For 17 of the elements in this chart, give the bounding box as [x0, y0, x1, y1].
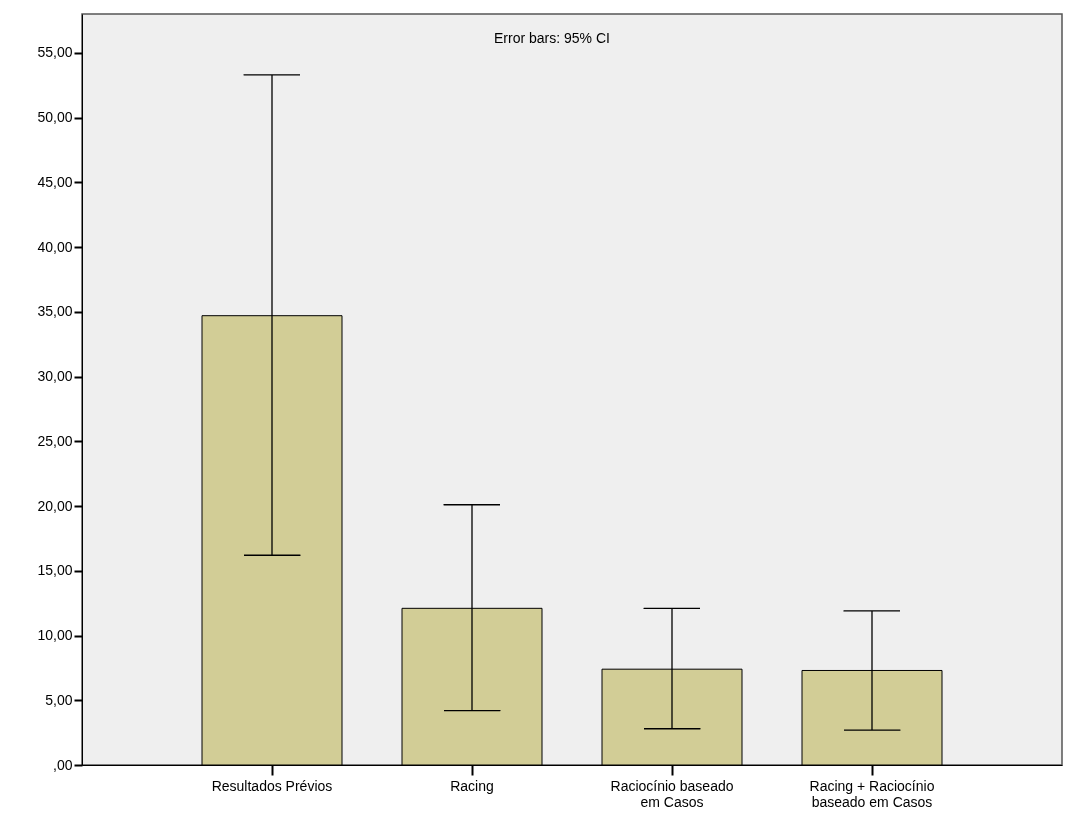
x-tick-label: Raciocínio baseado em Casos	[610, 777, 734, 810]
x-tick-label: Resultados Prévios	[211, 777, 333, 794]
annotation: Error bars: 95% CI	[494, 30, 610, 46]
y-tick-label: 5,00	[45, 691, 73, 708]
y-tick-label: 40,00	[37, 238, 73, 255]
y-tick-label: 50,00	[37, 109, 73, 126]
y-tick-label: 35,00	[37, 303, 73, 320]
y-tick-label: 55,00	[37, 44, 73, 61]
y-tick-label: 10,00	[37, 627, 73, 644]
x-tick-label: Racing	[450, 777, 494, 794]
y-tick-label: ,00	[53, 756, 73, 773]
y-tick-label: 15,00	[37, 562, 73, 579]
x-tick-label: Racing + Raciocínio baseado em Casos	[809, 777, 935, 810]
y-tick-label: 45,00	[37, 173, 73, 190]
y-tick-label: 25,00	[37, 432, 73, 449]
y-tick-label: 20,00	[37, 497, 73, 514]
y-tick-label: 30,00	[37, 368, 73, 385]
